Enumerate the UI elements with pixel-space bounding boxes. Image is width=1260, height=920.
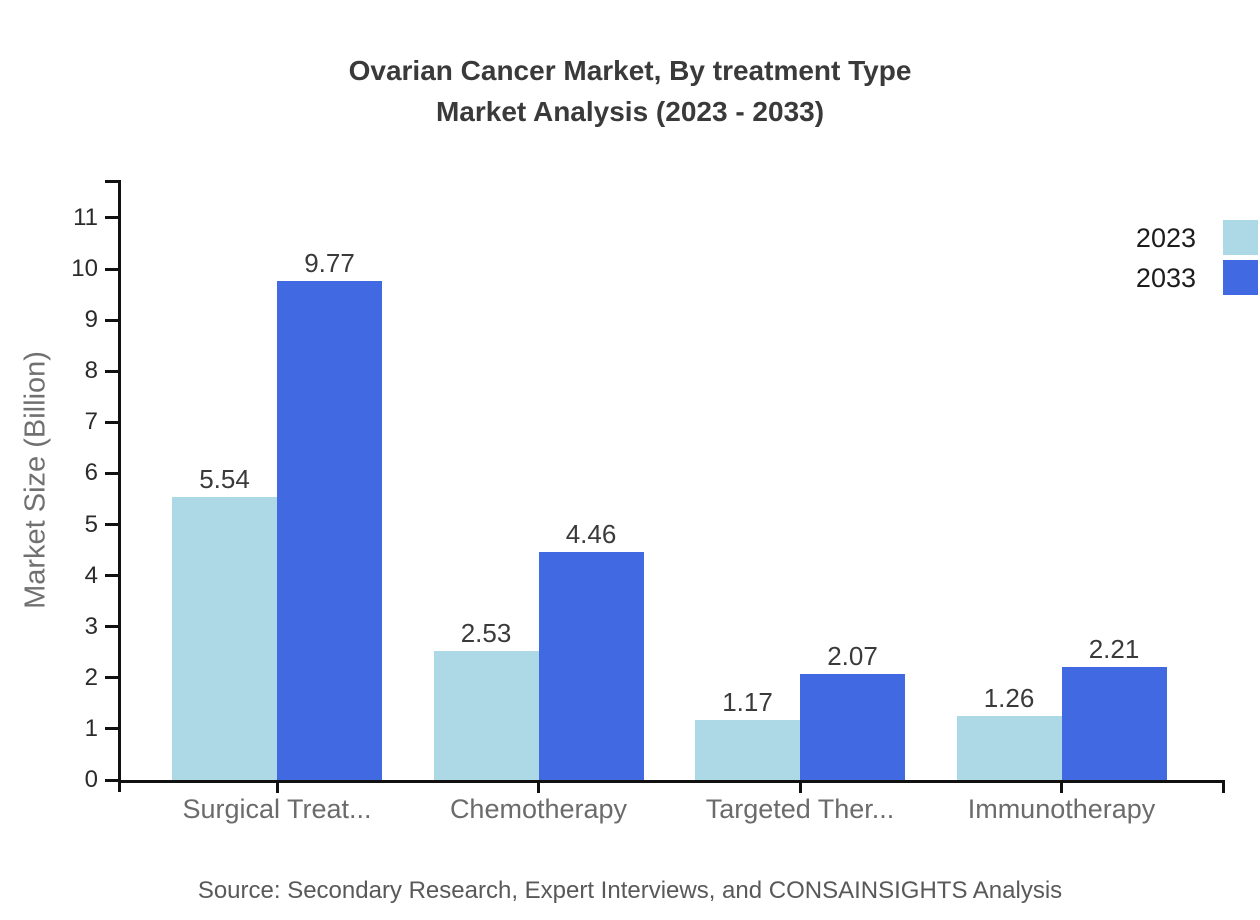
y-axis-line bbox=[118, 180, 121, 792]
value-label-2023-2: 2.53 bbox=[460, 617, 512, 648]
category-label-2: Chemotherapy bbox=[449, 794, 628, 824]
chart-title-line1: Ovarian Cancer Market, By treatment Type bbox=[348, 55, 912, 86]
y-tick-mark bbox=[105, 369, 118, 373]
value-label-2023-3: 1.17 bbox=[722, 687, 773, 718]
legend-label-2033: 2033 bbox=[1135, 263, 1196, 293]
y-tick-mark bbox=[105, 574, 118, 578]
y-tick-label: 1 bbox=[84, 714, 98, 742]
legend-swatch-2033 bbox=[1223, 260, 1258, 295]
x-axis-end-tick bbox=[1222, 780, 1225, 793]
value-label-2023-4: 1.26 bbox=[983, 682, 1035, 713]
category-label-4: Immunotherapy bbox=[967, 794, 1156, 824]
bar-2023-4 bbox=[956, 715, 1062, 780]
y-tick-mark bbox=[105, 727, 118, 731]
y-tick-label: 2 bbox=[84, 663, 98, 691]
x-tick-mark bbox=[1060, 780, 1063, 793]
y-tick-label: 11 bbox=[73, 203, 98, 231]
y-tick-mark bbox=[105, 318, 118, 322]
chart-title-line2: Market Analysis (2023 - 2033) bbox=[435, 96, 825, 127]
y-tick-label: 0 bbox=[84, 766, 98, 793]
bar-2023-1 bbox=[172, 496, 277, 780]
bar-2033-4 bbox=[1061, 667, 1167, 780]
value-label-2033-2: 4.46 bbox=[565, 519, 617, 550]
y-tick-mark bbox=[105, 216, 118, 220]
y-tick-label: 7 bbox=[84, 408, 98, 436]
legend-swatch-2023 bbox=[1223, 220, 1258, 255]
bar-2023-2 bbox=[433, 650, 539, 780]
bar-2033-2 bbox=[538, 552, 644, 780]
y-axis-top-tick bbox=[105, 180, 118, 183]
value-label-2033-1: 9.77 bbox=[304, 247, 355, 278]
y-tick-mark bbox=[105, 471, 118, 475]
y-tick-label: 10 bbox=[71, 255, 98, 282]
y-tick-label: 4 bbox=[84, 561, 98, 589]
x-axis-line bbox=[118, 780, 1225, 783]
source-attribution: Source: Secondary Research, Expert Inter… bbox=[197, 877, 1063, 904]
y-tick-mark bbox=[105, 778, 118, 782]
x-tick-mark bbox=[275, 780, 279, 793]
y-tick-label: 8 bbox=[84, 357, 98, 385]
bar-2033-3 bbox=[800, 674, 905, 780]
value-label-2033-4: 2.21 bbox=[1088, 634, 1140, 665]
y-tick-mark bbox=[105, 420, 118, 424]
y-tick-label: 6 bbox=[84, 459, 98, 487]
value-label-2023-1: 5.54 bbox=[199, 463, 250, 494]
bar-2023-3 bbox=[695, 720, 800, 780]
value-label-2033-3: 2.07 bbox=[827, 641, 878, 672]
y-tick-label: 9 bbox=[84, 306, 98, 334]
category-label-1: Surgical Treat... bbox=[182, 794, 372, 824]
bar-2033-1 bbox=[277, 280, 382, 780]
x-tick-mark bbox=[798, 780, 802, 793]
y-tick-mark bbox=[105, 676, 118, 680]
y-tick-mark bbox=[105, 267, 118, 271]
y-tick-mark bbox=[105, 523, 118, 526]
y-tick-label: 5 bbox=[84, 510, 98, 538]
legend-label-2023: 2023 bbox=[1135, 223, 1196, 253]
y-tick-mark bbox=[105, 625, 118, 629]
category-label-3: Targeted Ther... bbox=[705, 794, 895, 824]
chart-title: Ovarian Cancer Market, By treatment Type… bbox=[0, 50, 1260, 132]
x-tick-mark bbox=[537, 780, 540, 793]
y-tick-label: 3 bbox=[84, 612, 98, 640]
